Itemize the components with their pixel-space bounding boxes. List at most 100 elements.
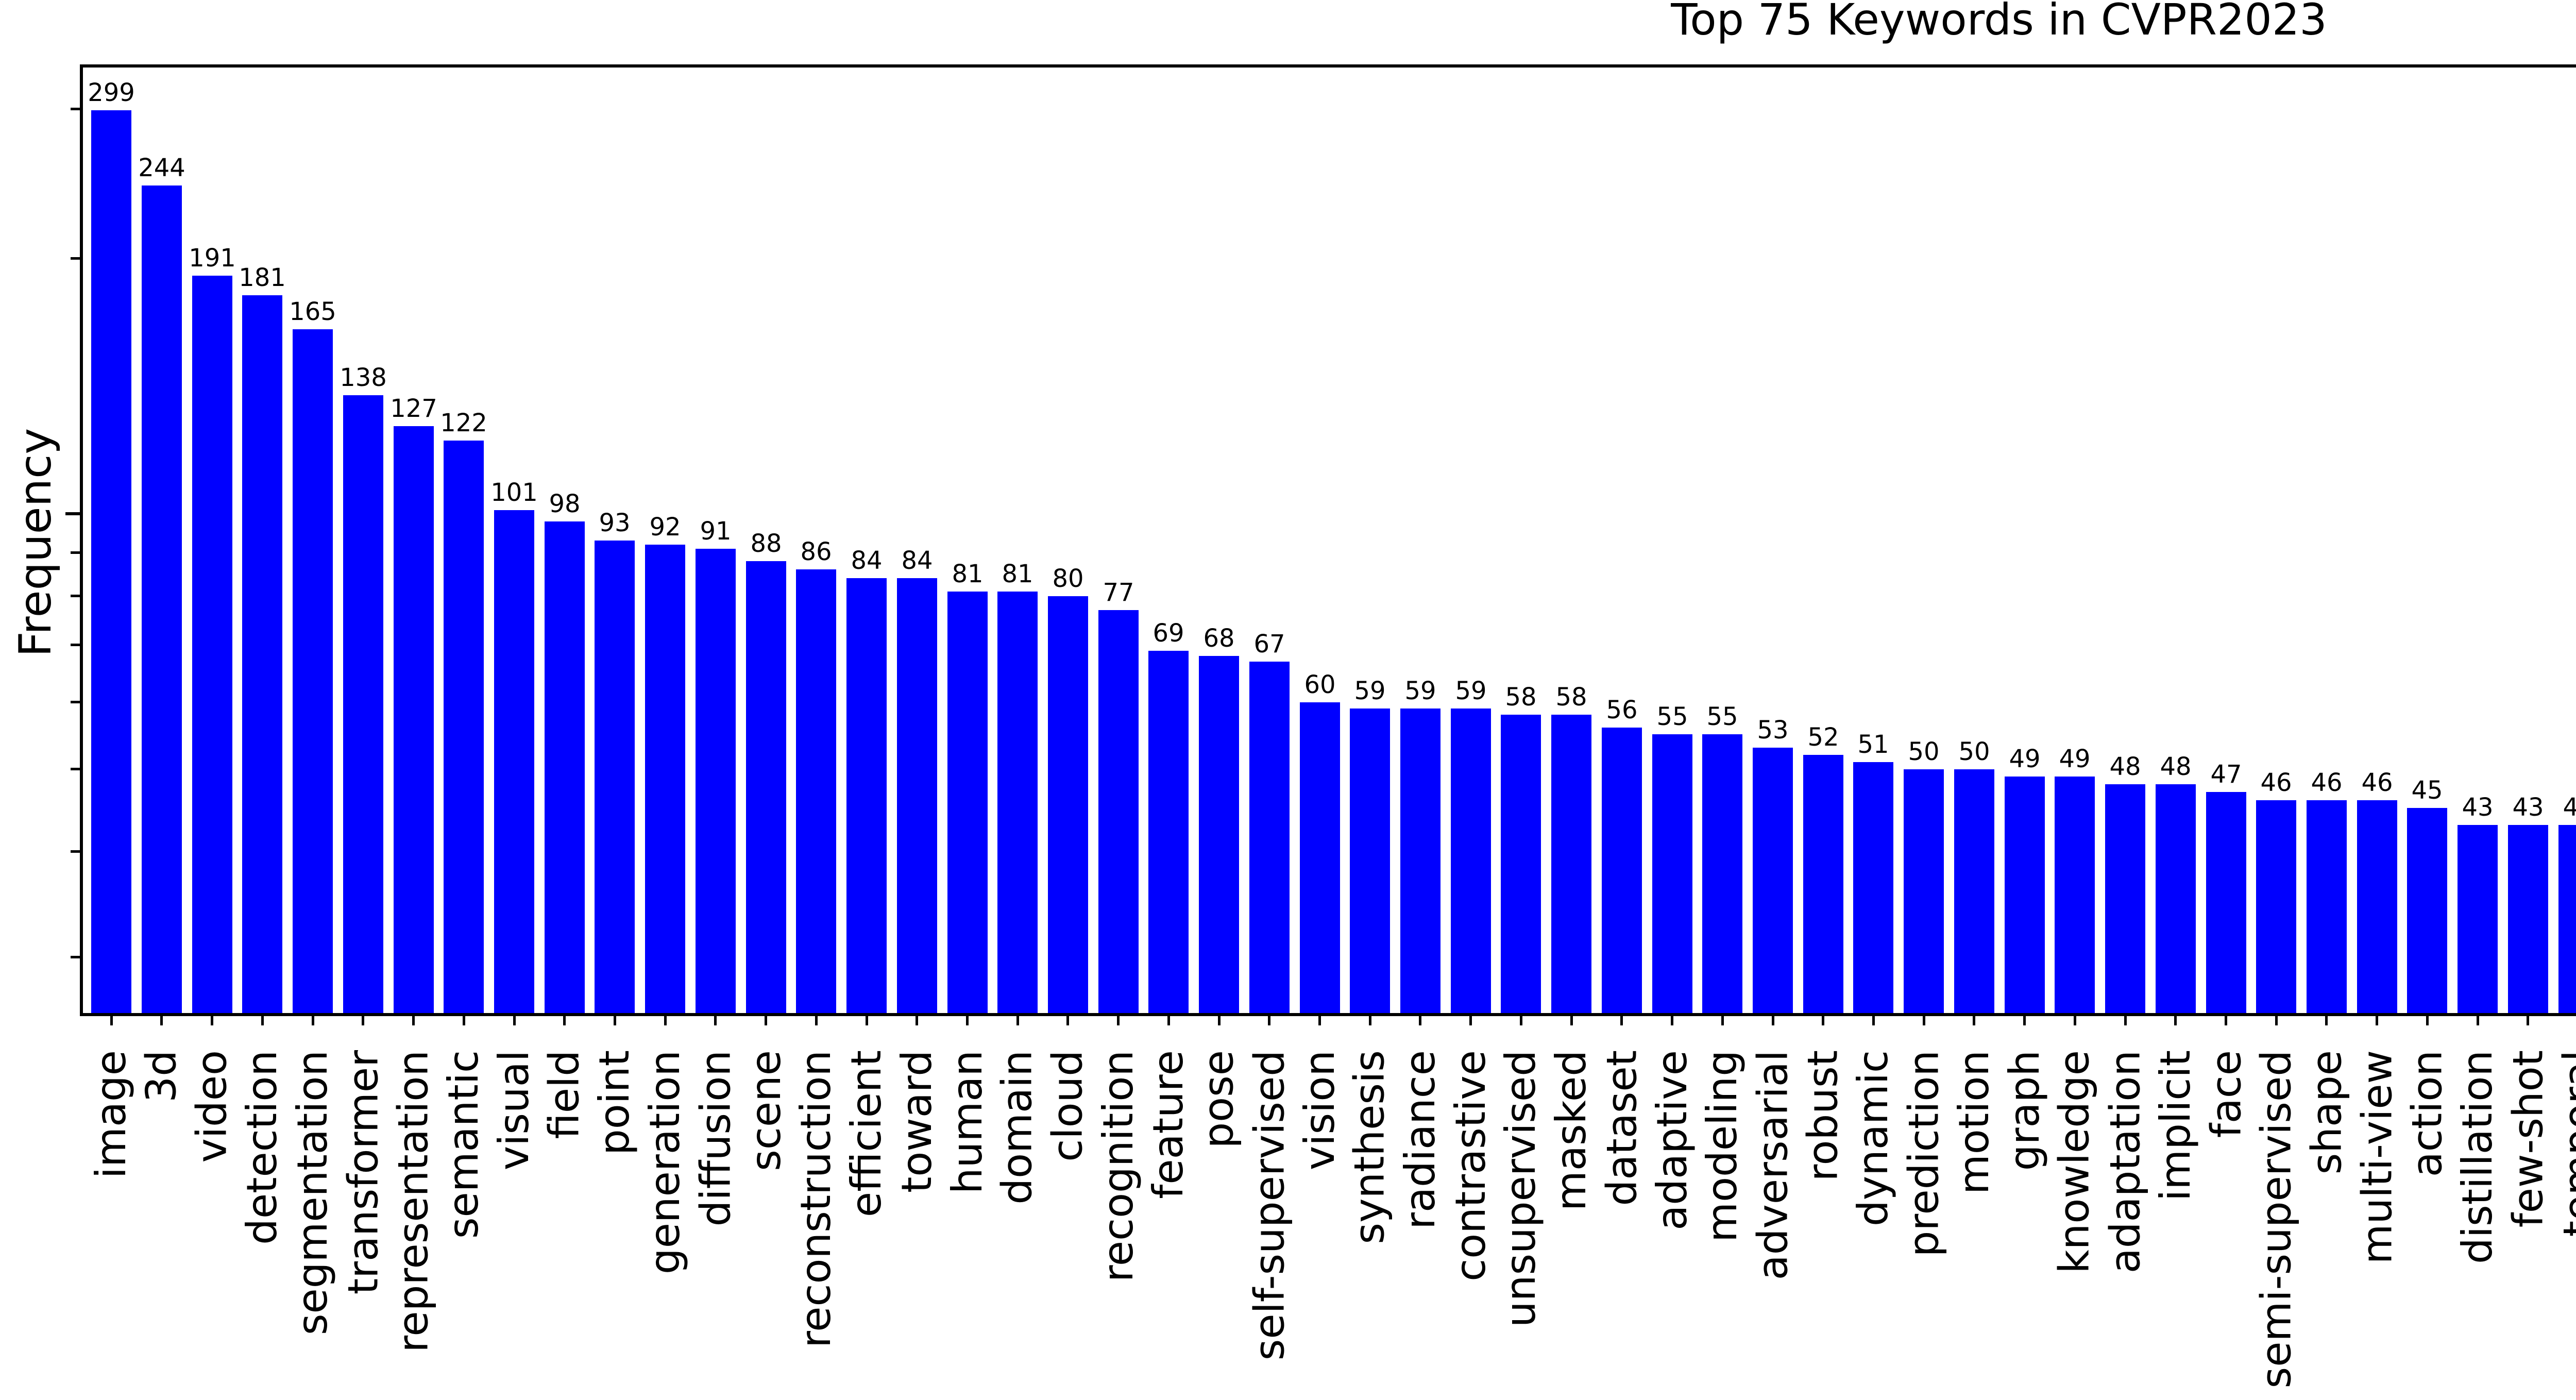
bar-distillation <box>2458 825 2498 1013</box>
y-axis-tick <box>71 644 80 646</box>
bar-generation <box>645 545 685 1013</box>
x-axis-label-representation: representation <box>389 1050 437 1353</box>
y-axis-label: Frequency <box>10 428 61 657</box>
x-axis-label-video: video <box>188 1050 236 1163</box>
x-axis-label-prediction: prediction <box>1900 1050 1947 1257</box>
bar-value-label: 244 <box>138 154 185 182</box>
bar-value-label: 51 <box>1857 730 1889 759</box>
x-axis-label-motion: motion <box>1950 1050 1998 1195</box>
bar-value-label: 50 <box>1908 737 1940 766</box>
x-axis-label-transformer: transformer <box>339 1050 387 1295</box>
x-axis-label-reconstruction: reconstruction <box>792 1050 840 1348</box>
bar-image <box>91 110 131 1013</box>
bar-value-label: 88 <box>750 529 782 558</box>
x-axis-tick <box>211 1015 213 1025</box>
bar-knowledge <box>2055 777 2095 1013</box>
bar-value-label: 122 <box>440 409 487 437</box>
x-axis-label-field: field <box>540 1050 588 1139</box>
x-axis-label-distillation: distillation <box>2453 1050 2501 1264</box>
y-axis-tick <box>71 956 80 958</box>
x-axis-label-few-shot: few-shot <box>2504 1050 2552 1228</box>
x-axis-label-image: image <box>87 1050 135 1179</box>
x-axis-label-knowledge: knowledge <box>2050 1050 2098 1274</box>
bar-adversarial <box>1753 748 1793 1013</box>
x-axis-tick <box>614 1015 616 1025</box>
x-axis-label-modeling: modeling <box>1698 1050 1746 1242</box>
bar-visual <box>494 510 534 1013</box>
x-axis-label-generation: generation <box>641 1050 689 1275</box>
x-axis-label-robust: robust <box>1799 1050 1847 1182</box>
x-axis-label-pose: pose <box>1195 1050 1243 1149</box>
bar-radiance <box>1400 709 1440 1013</box>
bar-transformer <box>343 395 383 1013</box>
x-axis-tick <box>362 1015 364 1025</box>
x-axis-tick <box>2325 1015 2328 1025</box>
x-axis-label-unsupervised: unsupervised <box>1497 1050 1545 1327</box>
bar-synthesis <box>1350 709 1390 1013</box>
bar-value-label: 46 <box>2260 768 2292 797</box>
x-axis-label-temporal: temporal <box>2554 1050 2576 1237</box>
x-axis-tick <box>2124 1015 2127 1025</box>
bar-toward <box>897 578 937 1013</box>
bar-contrastive <box>1451 709 1491 1013</box>
x-axis-label-adversarial: adversarial <box>1749 1050 1797 1280</box>
bar-adaptation <box>2105 784 2145 1013</box>
x-axis-tick <box>261 1015 264 1025</box>
bar-value-label: 77 <box>1103 578 1134 607</box>
bar-value-label: 55 <box>1656 702 1688 731</box>
bar-value-label: 49 <box>2059 745 2091 773</box>
x-axis-tick <box>1369 1015 1371 1025</box>
bar-value-label: 60 <box>1304 670 1336 699</box>
y-axis-tick <box>71 850 80 853</box>
x-axis-tick <box>2074 1015 2076 1025</box>
x-axis-tick <box>412 1015 415 1025</box>
x-axis-label-detection: detection <box>238 1050 286 1245</box>
bar-motion <box>1954 769 1994 1013</box>
bar-graph <box>2005 777 2045 1013</box>
x-axis-tick <box>1721 1015 1724 1025</box>
bar-value-label: 46 <box>2361 768 2393 797</box>
bar-point <box>595 541 635 1013</box>
bar-human <box>947 592 988 1013</box>
x-axis-tick <box>513 1015 516 1025</box>
x-axis-tick <box>2376 1015 2378 1025</box>
x-axis-tick <box>2174 1015 2177 1025</box>
x-axis-label-adaptive: adaptive <box>1648 1050 1696 1230</box>
bar-modeling <box>1702 734 1742 1013</box>
x-axis-tick <box>1066 1015 1069 1025</box>
bar-value-label: 50 <box>1958 737 1990 766</box>
x-axis-tick <box>2023 1015 2026 1025</box>
x-axis-tick <box>1117 1015 1120 1025</box>
x-axis-label-diffusion: diffusion <box>691 1050 739 1227</box>
x-axis-tick <box>1268 1015 1270 1025</box>
bar-dynamic <box>1853 762 1893 1013</box>
bar-value-label: 84 <box>901 546 933 575</box>
x-axis-tick <box>1469 1015 1472 1025</box>
bar-semi-supervised <box>2256 800 2296 1013</box>
x-axis-tick <box>1973 1015 1975 1025</box>
bar-value-label: 56 <box>1606 696 1638 724</box>
x-axis-tick <box>463 1015 465 1025</box>
bar-value-label: 43 <box>2512 793 2544 822</box>
x-axis-label-cloud: cloud <box>1044 1050 1092 1162</box>
bar-value-label: 52 <box>1807 723 1839 752</box>
x-axis-label-point: point <box>590 1050 638 1156</box>
x-axis-tick <box>765 1015 767 1025</box>
bar-segmentation <box>293 329 333 1013</box>
x-axis-tick <box>664 1015 667 1025</box>
bar-unsupervised <box>1501 715 1541 1013</box>
bar-value-label: 68 <box>1203 624 1235 653</box>
bar-value-label: 43 <box>2462 793 2494 822</box>
bar-temporal <box>2558 825 2576 1013</box>
x-axis-label-shape: shape <box>2302 1050 2350 1175</box>
bar-video <box>192 276 232 1013</box>
x-axis-label-domain: domain <box>993 1050 1041 1205</box>
bar-value-label: 46 <box>2311 768 2343 797</box>
y-axis-tick <box>71 595 80 597</box>
bar-value-label: 127 <box>390 394 437 423</box>
x-axis-label-visual: visual <box>490 1050 538 1171</box>
bar-domain <box>997 592 1038 1013</box>
x-axis-label-graph: graph <box>2001 1050 2048 1171</box>
y-axis-tick <box>71 701 80 703</box>
